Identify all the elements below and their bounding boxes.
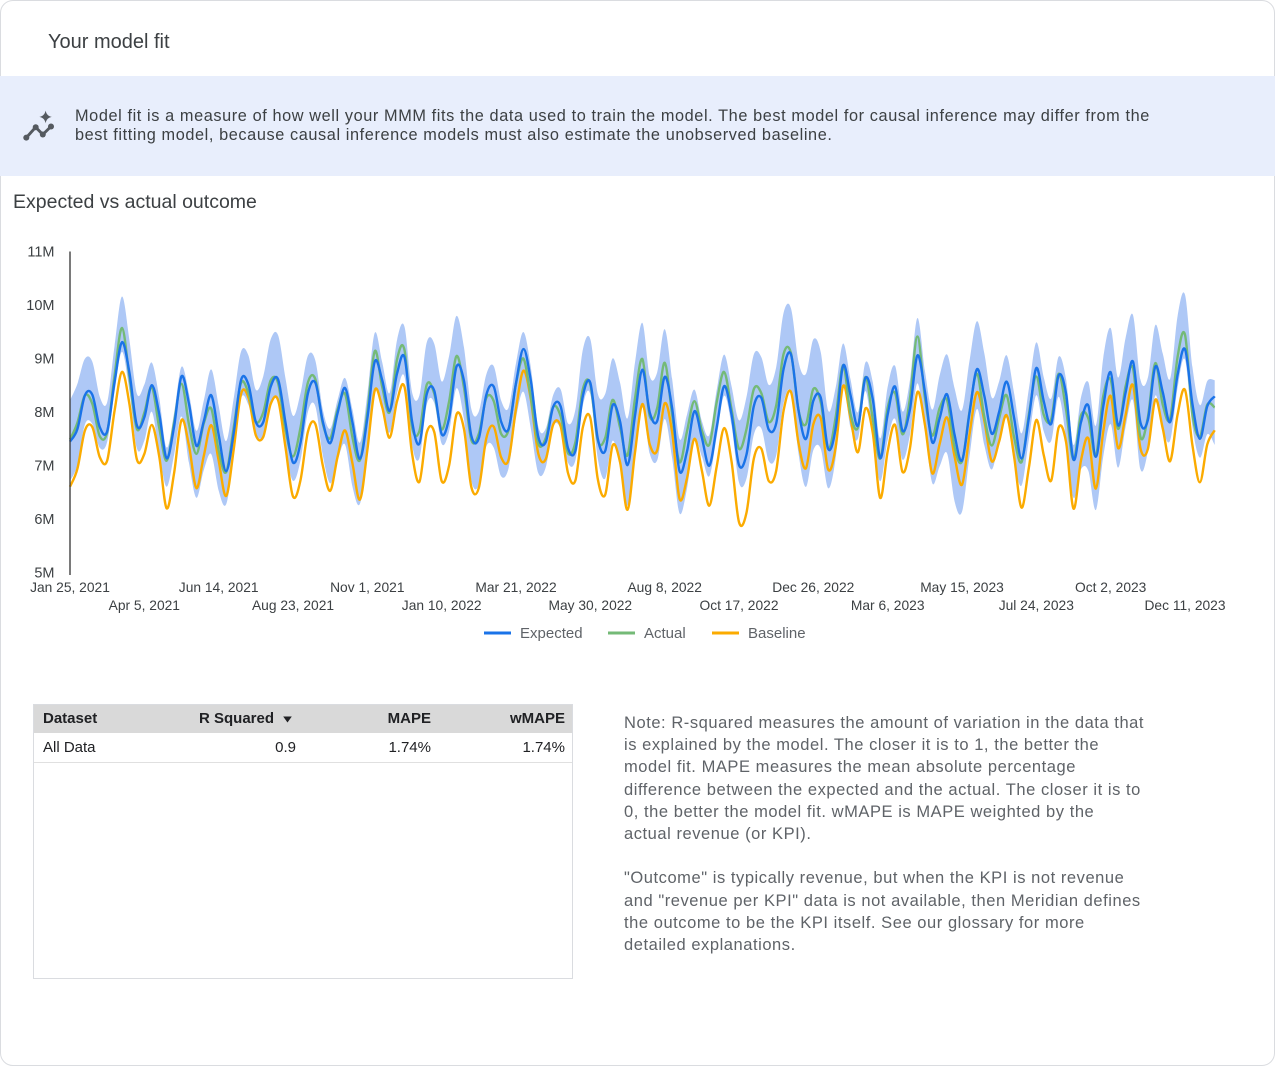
svg-text:Oct 17, 2022: Oct 17, 2022	[699, 598, 778, 613]
svg-text:Baseline: Baseline	[748, 625, 806, 642]
svg-text:Actual: Actual	[644, 625, 686, 642]
svg-text:Expected: Expected	[520, 625, 583, 642]
svg-text:Mar 6, 2023: Mar 6, 2023	[851, 598, 925, 613]
svg-text:Mar 21, 2022: Mar 21, 2022	[475, 580, 556, 595]
svg-text:May 15, 2023: May 15, 2023	[920, 580, 1004, 595]
svg-text:Dec 11, 2023: Dec 11, 2023	[1144, 598, 1225, 613]
svg-text:Jun 14, 2021: Jun 14, 2021	[179, 580, 259, 595]
svg-text:9M: 9M	[34, 352, 54, 368]
svg-text:11M: 11M	[27, 245, 54, 261]
svg-text:5M: 5M	[34, 566, 54, 582]
svg-text:Jan 10, 2022: Jan 10, 2022	[402, 598, 482, 613]
svg-text:Apr 5, 2021: Apr 5, 2021	[109, 598, 180, 613]
svg-text:Oct 2, 2023: Oct 2, 2023	[1075, 580, 1147, 595]
svg-text:May 30, 2022: May 30, 2022	[548, 598, 632, 613]
svg-text:Jul 24, 2023: Jul 24, 2023	[999, 598, 1075, 613]
svg-text:Aug 8, 2022: Aug 8, 2022	[627, 580, 701, 595]
svg-text:6M: 6M	[34, 512, 54, 528]
svg-text:Jan 25, 2021: Jan 25, 2021	[30, 580, 110, 595]
svg-text:Nov 1, 2021: Nov 1, 2021	[330, 580, 404, 595]
svg-text:8M: 8M	[34, 405, 54, 421]
svg-text:Dec 26, 2022: Dec 26, 2022	[772, 580, 854, 595]
svg-text:Aug 23, 2021: Aug 23, 2021	[252, 598, 334, 613]
svg-text:7M: 7M	[34, 459, 54, 475]
svg-text:10M: 10M	[26, 298, 54, 314]
